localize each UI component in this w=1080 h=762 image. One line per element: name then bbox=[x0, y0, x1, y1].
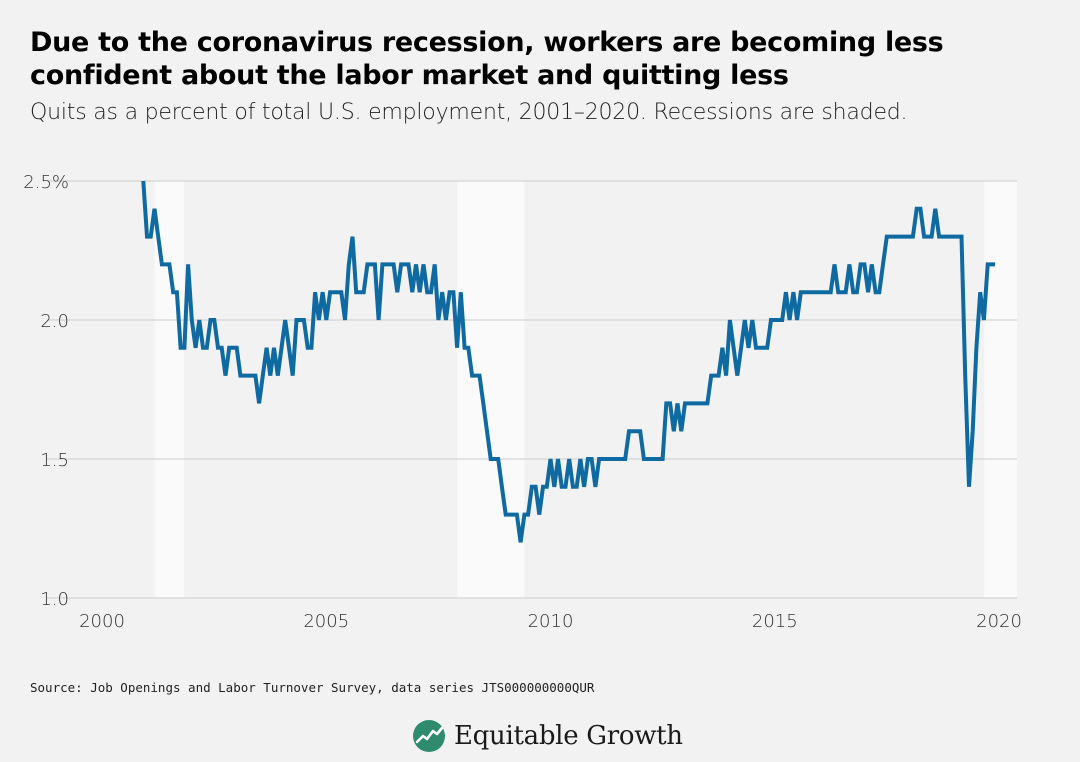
series-line-quits-rate bbox=[141, 180, 996, 543]
equitable-growth-logo-icon bbox=[413, 720, 445, 752]
chart-title: Due to the coronavirus recession, worker… bbox=[30, 27, 944, 91]
y-tick-label: 2.0 bbox=[40, 311, 69, 332]
quits-line-chart: 1.0 1.5 2.0 2.5% 2000 2005 2010 2015 2020 bbox=[23, 172, 1022, 632]
brand-logo: Equitable Growth bbox=[412, 714, 683, 758]
x-tick-label: 2020 bbox=[976, 611, 1022, 632]
y-tick-label: 1.0 bbox=[40, 589, 69, 610]
x-tick-label: 2015 bbox=[752, 611, 798, 632]
recession-band-2 bbox=[457, 181, 525, 598]
y-tick-label: 1.5 bbox=[40, 450, 69, 471]
chart-subtitle: Quits as a percent of total U.S. employm… bbox=[30, 100, 908, 125]
x-tick-label: 2000 bbox=[79, 611, 125, 632]
source-note: Source: Job Openings and Labor Turnover … bbox=[30, 680, 595, 695]
brand-name: Equitable Growth bbox=[454, 721, 683, 751]
x-tick-label: 2010 bbox=[528, 611, 574, 632]
recession-band-3 bbox=[984, 181, 1017, 598]
x-tick-label: 2005 bbox=[303, 611, 349, 632]
y-tick-label: 2.5% bbox=[23, 172, 69, 193]
